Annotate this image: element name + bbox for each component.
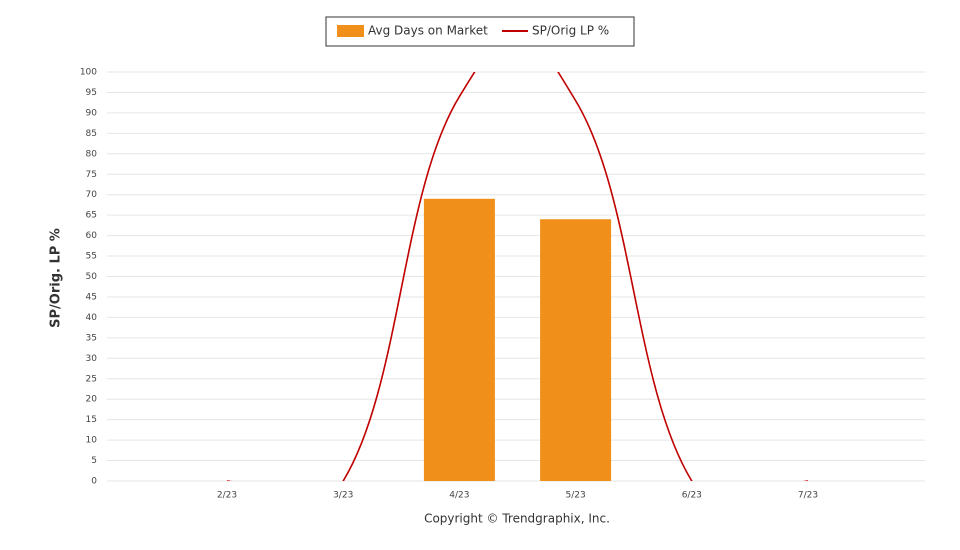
legend-label: SP/Orig LP % [532,24,609,38]
line [227,72,808,481]
y-tick-label: 45 [86,292,97,302]
y-tick-label: 65 [86,211,97,221]
y-tick-label: 20 [86,395,98,405]
y-tick-label: 10 [86,436,98,446]
x-tick-label: 2/23 [217,491,237,501]
y-tick-label: 90 [86,108,98,118]
plot-area [227,72,808,481]
y-tick-label: 15 [86,415,97,425]
y-tick-label: 55 [86,252,97,262]
y-tick-label: 95 [86,88,97,98]
bar [423,198,495,481]
x-tick-label: 3/23 [333,491,353,501]
y-tick-label: 0 [91,477,97,487]
x-tick-label: 6/23 [682,491,702,501]
y-tick-label: 50 [86,272,98,282]
y-tick-label: 40 [86,313,98,323]
y-tick-label: 25 [86,374,97,384]
legend-label: Avg Days on Market [368,24,488,38]
y-tick-label: 30 [86,354,98,364]
x-tick-label: 7/23 [798,491,818,501]
x-tick-label: 4/23 [449,491,469,501]
y-tick-label: 75 [86,170,97,180]
copyright: Copyright © Trendgraphix, Inc. [424,512,610,526]
y-tick-label: 35 [86,333,97,343]
y-tick-label: 70 [86,190,98,200]
y-tick-label: 100 [80,68,97,78]
bar [540,219,612,481]
legend-box [325,16,635,47]
y-tick-label: 80 [86,149,98,159]
y-tick-label: 85 [86,129,97,139]
y-tick-label: 60 [86,231,98,241]
y-axis-label: SP/Orig. LP % [49,228,64,328]
y-tick-label: 5 [91,456,97,466]
legend-swatch [337,25,364,37]
x-tick-label: 5/23 [565,491,585,501]
